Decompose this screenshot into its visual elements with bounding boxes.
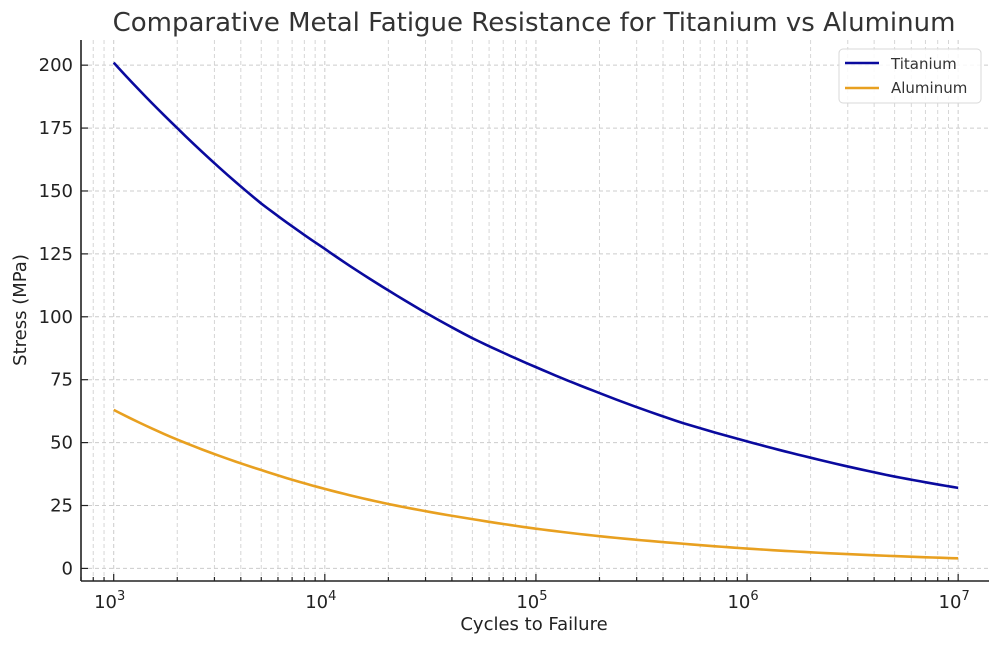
y-tick-label: 75 (50, 370, 73, 391)
series-layer (112, 61, 959, 560)
x-tick-label: 105 (516, 589, 547, 613)
ticks: 0 25 50 75 100 125 150 175 200 103 104 105 106 107 (39, 55, 970, 613)
y-tick-label: 50 (50, 433, 73, 454)
x-tick-label: 106 (727, 589, 758, 613)
axes (80, 40, 989, 582)
x-tick-label: 107 (939, 589, 970, 613)
y-axis-label: Stress (MPa) (10, 254, 31, 366)
grid (80, 40, 989, 581)
x-tick-label: 104 (305, 589, 336, 613)
y-tick-label: 175 (39, 118, 73, 139)
x-axis-label: Cycles to Failure (460, 614, 607, 635)
y-tick-label: 150 (39, 181, 73, 202)
chart-title: Comparative Metal Fatigue Resistance for… (113, 8, 956, 38)
y-tick-label: 0 (62, 558, 73, 579)
y-tick-label: 200 (39, 55, 73, 76)
x-tick-label: 103 (94, 589, 125, 613)
legend-label-titanium: Titanium (890, 55, 957, 73)
y-tick-label: 100 (39, 307, 73, 328)
legend: Titanium Aluminum (838, 48, 982, 104)
y-tick-label: 125 (39, 244, 73, 265)
legend-label-aluminum: Aluminum (891, 79, 967, 97)
y-tick-label: 25 (50, 496, 73, 517)
